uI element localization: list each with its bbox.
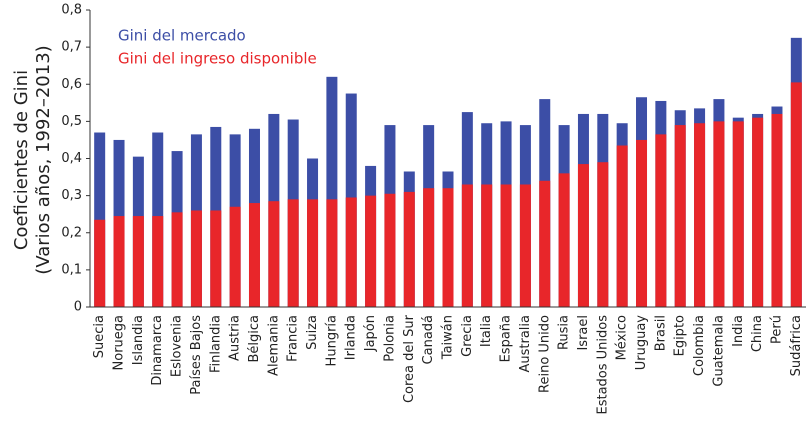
x-tick-label: Finlandia	[208, 315, 223, 373]
x-tick-label: Islandia	[131, 315, 146, 365]
bar	[752, 117, 764, 307]
bar	[248, 203, 260, 307]
bar	[771, 113, 783, 307]
x-tick-label: Perú	[769, 315, 784, 344]
bar	[674, 125, 686, 308]
x-tick-label: Taiwán	[441, 315, 456, 360]
bar	[326, 76, 338, 307]
bar	[384, 193, 396, 307]
x-tick-label: Reino Unido	[537, 315, 552, 393]
bar	[345, 197, 357, 307]
x-tick-label: Canadá	[421, 315, 436, 364]
y-label-line: Coeficientes de Gini	[11, 70, 32, 250]
bar	[655, 134, 667, 307]
x-tick-label: Países Bajos	[189, 315, 204, 395]
bar	[94, 219, 106, 307]
y-tick-label: 0,5	[61, 114, 82, 129]
bar	[500, 184, 512, 307]
x-tick-label: Austria	[228, 315, 243, 361]
bar	[519, 184, 531, 307]
bar	[616, 145, 628, 307]
x-tick-label: Estados Unidos	[595, 315, 610, 415]
x-tick-label: Egipto	[673, 315, 688, 356]
bar	[732, 121, 744, 307]
bar	[132, 216, 144, 307]
x-tick-label: España	[499, 315, 514, 362]
bar	[365, 195, 377, 307]
x-tick-label: Eslovenia	[170, 315, 185, 377]
y-tick-label: 0,8	[61, 3, 82, 18]
bar	[113, 216, 125, 307]
bar	[307, 199, 319, 307]
y-tick-label: 0,4	[61, 151, 82, 166]
bar	[210, 210, 222, 307]
bar	[442, 188, 454, 307]
y-tick-label: 0,2	[61, 225, 82, 240]
y-axis-title: Coeficientes de Gini (Varios años, 1992–…	[11, 45, 54, 274]
bar	[190, 210, 202, 307]
bar	[152, 216, 164, 307]
bar	[326, 199, 338, 307]
x-tick-label: Bélgica	[247, 315, 262, 363]
bar	[461, 184, 473, 307]
x-tick-label: Sudáfrica	[789, 315, 804, 376]
x-tick-label: Francia	[286, 315, 301, 362]
bar	[558, 173, 570, 307]
bar	[790, 82, 802, 307]
bar	[423, 188, 435, 307]
bar	[287, 199, 299, 307]
x-tick-label: Suiza	[305, 315, 320, 350]
x-tick-label: Japón	[363, 315, 378, 352]
x-tick-label: Noruega	[112, 315, 127, 370]
bar	[539, 180, 551, 307]
x-tick-label: Uruguay	[634, 315, 649, 371]
x-tick-label: Rusia	[557, 315, 572, 350]
x-tick-label: Australia	[518, 315, 533, 373]
x-tick-label: Corea del Sur	[402, 314, 417, 403]
bar	[577, 164, 589, 307]
bar	[171, 212, 183, 307]
x-tick-label: Hungría	[324, 315, 339, 366]
x-tick-label: México	[615, 315, 630, 360]
x-tick-label: Alemania	[266, 315, 281, 376]
x-tick-label: Grecia	[460, 315, 475, 357]
x-tick-label: Italia	[479, 315, 494, 347]
bar	[694, 123, 706, 307]
x-tick-label: Brasil	[653, 315, 668, 351]
legend-entry: Gini del ingreso disponible	[118, 50, 317, 68]
x-tick-label: Guatemala	[711, 315, 726, 387]
bar	[403, 191, 415, 307]
x-tick-label: Colombia	[692, 315, 707, 376]
bar	[713, 121, 725, 307]
x-tick-label: India	[731, 315, 746, 347]
y-tick-label: 0	[74, 300, 82, 315]
x-tick-label: Polonia	[382, 315, 397, 362]
bar	[636, 139, 648, 307]
x-tick-label: China	[750, 315, 765, 352]
x-tick-label: Irlanda	[344, 315, 359, 360]
x-tick-label: Suecia	[92, 315, 107, 358]
y-tick-label: 0,1	[61, 262, 82, 277]
bar	[597, 162, 609, 307]
bar	[268, 201, 280, 307]
x-tick-label: Dinamarca	[150, 315, 165, 386]
y-tick-label: 0,6	[61, 77, 82, 92]
legend-entry: Gini del mercado	[118, 27, 246, 45]
bar	[481, 184, 493, 307]
x-tick-label: Israel	[576, 315, 591, 351]
y-label-line: (Varios años, 1992–2013)	[33, 45, 54, 274]
y-tick-label: 0,7	[61, 40, 82, 55]
bar	[229, 206, 241, 307]
y-tick-label: 0,3	[61, 188, 82, 203]
